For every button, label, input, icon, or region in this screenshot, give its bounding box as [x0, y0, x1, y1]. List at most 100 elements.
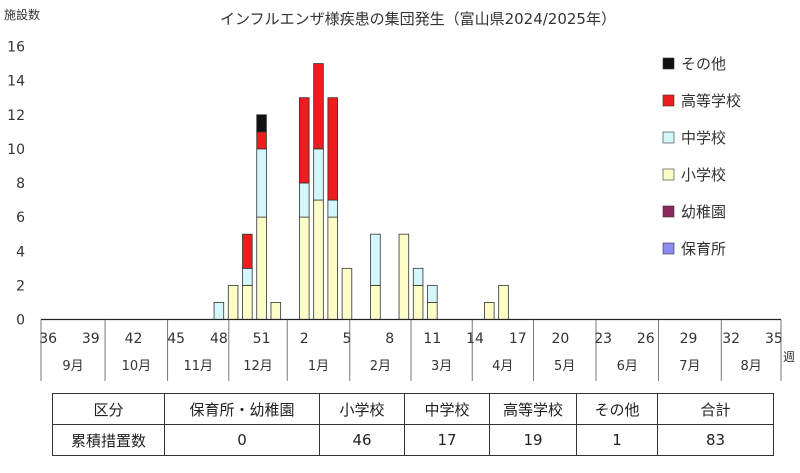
bar-segment	[227, 284, 239, 320]
header-total: 合計	[657, 393, 774, 425]
bar-segment	[341, 267, 353, 320]
header-nursery-kindergarten: 保育所・幼稚園	[164, 393, 320, 425]
legend-label: 保育所	[681, 240, 726, 258]
y-tick-label: 16	[7, 40, 25, 56]
x-tick-label: 8	[385, 331, 394, 347]
header-junior-high: 中学校	[404, 393, 490, 425]
summary-value-row: 累積措置数 0 46 17 19 1 83	[52, 424, 774, 456]
legend-label: 幼稚園	[681, 203, 726, 221]
chart-title: インフルエンザ様疾患の集団発生（富山県2024/2025年）	[220, 10, 616, 28]
x-tick-label: 45	[167, 331, 185, 347]
bar-segment	[327, 199, 338, 218]
month-label: 8月	[740, 359, 761, 374]
value-high-school: 19	[489, 424, 577, 456]
bar-segment	[256, 216, 267, 320]
month-label: 11月	[183, 359, 213, 374]
bar-segment	[299, 182, 310, 218]
x-tick-label: 35	[765, 331, 783, 347]
y-axis-label: 施設数	[4, 7, 40, 22]
bar-segment	[242, 284, 253, 320]
summary-table: 区分 保育所・幼稚園 小学校 中学校 高等学校 その他 合計 累積措置数 0 4…	[52, 393, 774, 456]
month-label: 12月	[243, 359, 273, 374]
legend-swatch	[662, 242, 675, 255]
legend-swatch	[662, 168, 675, 181]
bar-segment	[313, 63, 324, 150]
x-axis-label: 週	[783, 350, 795, 364]
header-high-school: 高等学校	[489, 393, 577, 425]
bar-segment	[427, 284, 438, 303]
summary-header-row: 区分 保育所・幼稚園 小学校 中学校 高等学校 その他 合計	[52, 393, 774, 425]
value-elementary: 46	[319, 424, 405, 456]
x-tick-label: 17	[509, 331, 527, 347]
month-label: 6月	[617, 359, 638, 374]
month-label: 7月	[679, 359, 700, 374]
bar-segment	[370, 284, 381, 320]
bar-segment	[398, 233, 410, 320]
bar-segment	[242, 267, 253, 286]
value-nursery-kindergarten: 0	[164, 424, 320, 456]
value-total: 83	[657, 424, 774, 456]
x-tick-label: 26	[637, 331, 655, 347]
value-other: 1	[576, 424, 658, 456]
bar-segment	[299, 216, 310, 320]
bar-segment	[370, 233, 381, 286]
bar-segment	[256, 131, 267, 150]
bar-segment	[484, 302, 495, 320]
month-label: 3月	[431, 359, 452, 374]
bar-segment	[313, 199, 324, 320]
y-tick-label: 0	[16, 313, 25, 329]
legend-label: 高等学校	[681, 92, 741, 110]
month-label: 2月	[370, 359, 391, 374]
legend-swatch	[662, 94, 675, 107]
bar-segment	[256, 114, 267, 133]
x-tick-label: 14	[466, 331, 484, 347]
x-tick-label: 23	[594, 331, 612, 347]
x-tick-label: 32	[722, 331, 740, 347]
y-tick-label: 4	[16, 244, 25, 260]
month-label: 9月	[62, 359, 83, 374]
bar-segment	[327, 216, 338, 320]
bar-segment	[213, 302, 225, 320]
x-tick-label: 11	[423, 331, 441, 347]
y-tick-label: 8	[16, 176, 25, 192]
legend-swatch	[662, 131, 675, 144]
x-tick-label: 48	[210, 331, 228, 347]
bar-segment	[313, 148, 324, 201]
x-tick-label: 5	[343, 331, 352, 347]
y-tick-label: 6	[16, 210, 25, 226]
x-tick-label: 42	[125, 331, 143, 347]
y-tick-label: 2	[16, 278, 25, 294]
x-tick-label: 29	[680, 331, 698, 347]
legend-label: 中学校	[681, 129, 726, 147]
x-tick-label: 20	[552, 331, 570, 347]
y-tick-label: 10	[7, 142, 25, 158]
bar-segment	[256, 148, 267, 218]
bar-segment	[242, 233, 253, 269]
month-label: 5月	[554, 359, 575, 374]
header-other: その他	[576, 393, 658, 425]
x-tick-label: 36	[39, 331, 57, 347]
legend-swatch	[662, 57, 675, 70]
y-tick-label: 14	[7, 74, 25, 90]
x-tick-label: 39	[82, 331, 100, 347]
header-elementary: 小学校	[319, 393, 405, 425]
legend-label: 小学校	[681, 166, 726, 184]
bar-segment	[412, 284, 424, 320]
legend-label: その他	[681, 55, 726, 73]
month-label: 1月	[308, 359, 329, 374]
bar-segment	[327, 97, 338, 201]
x-tick-label: 51	[253, 331, 271, 347]
y-tick-label: 12	[7, 108, 25, 124]
month-label: 10月	[122, 359, 152, 374]
bar-segment	[427, 302, 438, 320]
value-junior-high: 17	[404, 424, 490, 456]
chart: インフルエンザ様疾患の集団発生（富山県2024/2025年） 施設数 0 2 4 6 8 10…	[4, 7, 795, 381]
bar-segment	[498, 284, 509, 320]
row-label: 累積措置数	[52, 424, 165, 456]
bar-segment	[412, 267, 424, 286]
month-label: 4月	[492, 359, 513, 374]
legend-swatch	[662, 205, 675, 218]
bar-segment	[299, 97, 310, 184]
bar-segment	[270, 302, 282, 320]
x-tick-label: 2	[300, 331, 309, 347]
